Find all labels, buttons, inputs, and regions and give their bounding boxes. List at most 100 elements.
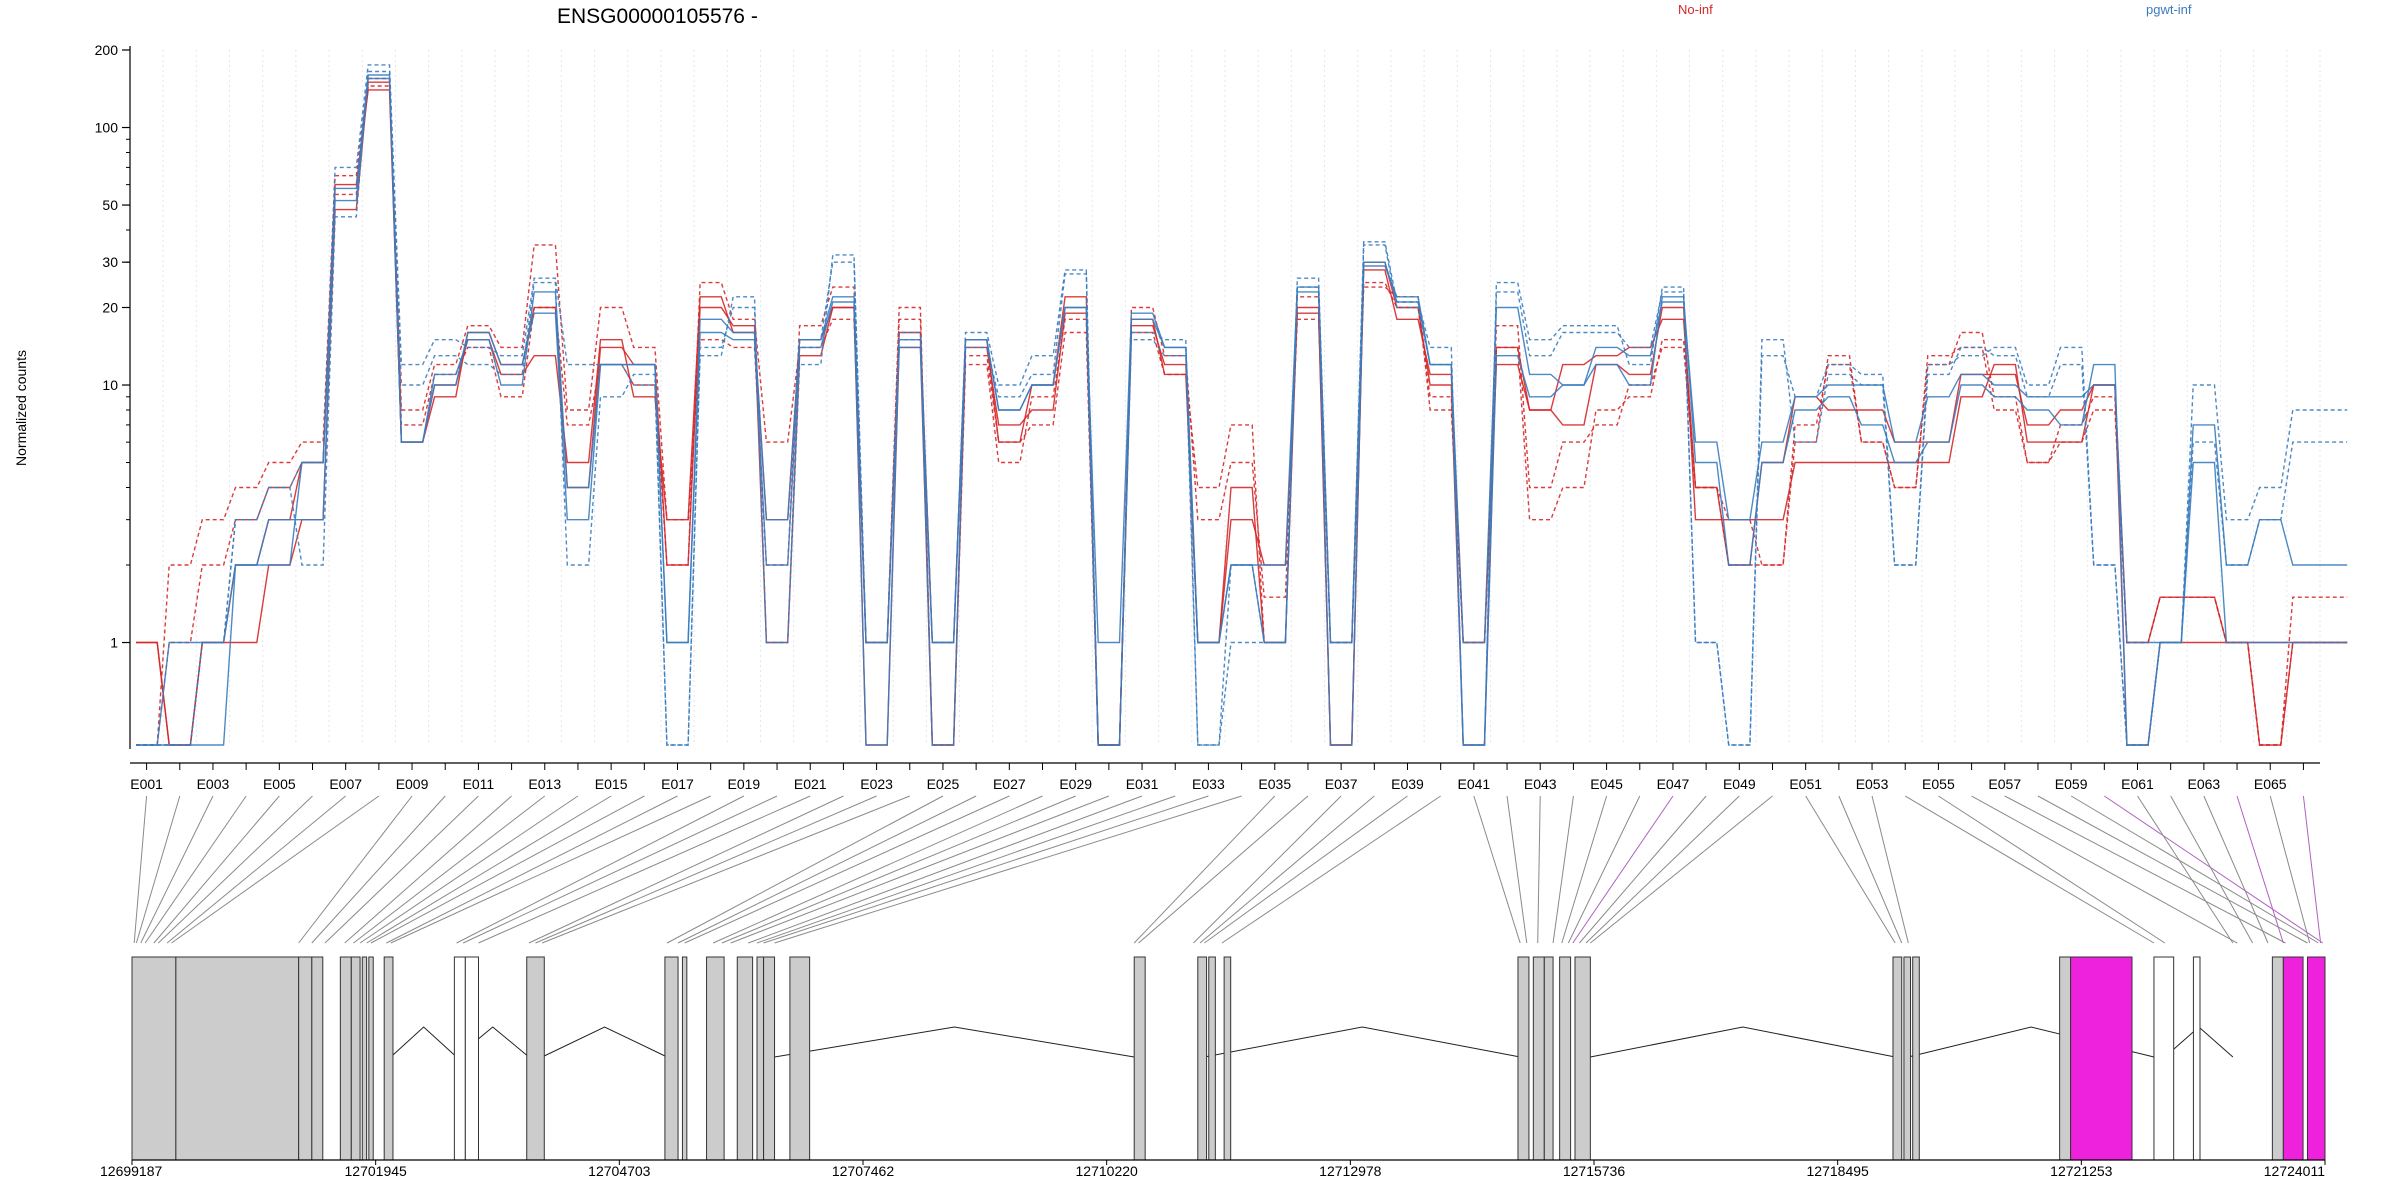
exon-label: E049 xyxy=(1723,776,1756,792)
connector-line xyxy=(712,795,1043,944)
connector-line xyxy=(1572,795,1674,944)
intron-line xyxy=(1204,1026,1521,1058)
connector-line xyxy=(1971,795,2238,944)
exon-label: E059 xyxy=(2055,776,2088,792)
exon-label: E031 xyxy=(1126,776,1159,792)
connector-line xyxy=(528,795,844,944)
connector-line xyxy=(2070,795,2319,944)
coord-label: 12699187 xyxy=(100,1163,163,1179)
connector-line xyxy=(135,795,181,944)
connector-line xyxy=(763,795,1209,944)
connector-line xyxy=(1585,795,1740,944)
exon-box xyxy=(706,956,725,1161)
connector-line xyxy=(1133,795,1276,944)
y-tick-label: 200 xyxy=(95,42,119,58)
connector-line xyxy=(730,795,1110,944)
y-axis-label: Normalized counts xyxy=(13,350,29,466)
connector-line xyxy=(1590,795,1773,944)
exon-label: E015 xyxy=(595,776,628,792)
exon-box xyxy=(2070,956,2133,1161)
connector-line xyxy=(462,795,778,944)
connector-line xyxy=(2170,795,2254,944)
connector-line xyxy=(386,795,678,944)
connector-line xyxy=(171,795,380,944)
series-lines xyxy=(136,64,2348,746)
series-line xyxy=(136,64,2348,746)
chart-title: ENSG00000105576 - xyxy=(557,5,758,28)
y-tick-label: 100 xyxy=(95,120,119,136)
connector-line xyxy=(1561,795,1608,944)
legend-no-inf: No-inf xyxy=(1678,2,1713,17)
connector-line xyxy=(153,795,280,944)
exon-label: E035 xyxy=(1258,776,1291,792)
exon-label: E063 xyxy=(2188,776,2221,792)
y-tick-label: 1 xyxy=(110,635,118,651)
exon-box xyxy=(664,956,679,1161)
connector-line xyxy=(456,795,745,944)
exon-label: E005 xyxy=(263,776,296,792)
vertical-grid xyxy=(129,50,2321,745)
connector-line xyxy=(1552,795,1574,944)
connector-line xyxy=(1506,795,1528,944)
exon-box xyxy=(1543,956,1554,1161)
connector-line xyxy=(2269,795,2311,944)
connector-line xyxy=(2037,795,2308,944)
exon-box xyxy=(1208,956,1216,1161)
exon-label: E027 xyxy=(993,776,1026,792)
coord-label: 12715736 xyxy=(1563,1163,1626,1179)
connector-line xyxy=(1221,795,1441,944)
connector-line xyxy=(1938,795,2166,944)
connector-line xyxy=(1193,795,1342,944)
exon-box xyxy=(763,956,776,1161)
connector-line xyxy=(1537,795,1541,944)
exon-label: E057 xyxy=(1988,776,2021,792)
exon-box xyxy=(298,956,313,1161)
exon-label: E017 xyxy=(661,776,694,792)
exon-box xyxy=(681,956,688,1161)
connector-line xyxy=(478,795,811,944)
coord-label: 12704703 xyxy=(588,1163,651,1179)
y-tick-label: 30 xyxy=(102,254,118,270)
exon-label: E001 xyxy=(130,776,163,792)
exon-box xyxy=(1559,956,1572,1161)
exon-box xyxy=(368,956,374,1161)
connector-line xyxy=(677,795,977,944)
exon-box xyxy=(131,956,177,1161)
exon-label: E037 xyxy=(1325,776,1358,792)
exon-label: E029 xyxy=(1059,776,1092,792)
series-line xyxy=(136,77,2348,746)
exon-box xyxy=(350,956,361,1161)
legend-pgwt-inf: pgwt-inf xyxy=(2146,2,2192,17)
coord-label: 12701945 xyxy=(345,1163,408,1179)
gene-model xyxy=(131,956,2326,1161)
exon-box xyxy=(1133,956,1146,1161)
connector-line xyxy=(1838,795,1903,944)
connector-line xyxy=(390,795,711,944)
exon-connector-lines xyxy=(133,795,2324,944)
connector-line xyxy=(366,795,612,944)
exon-label: E033 xyxy=(1192,776,1225,792)
connector-line xyxy=(535,795,877,944)
connector-line xyxy=(2137,795,2234,944)
connector-line xyxy=(298,795,413,944)
exon-box xyxy=(2306,956,2326,1161)
exon-box xyxy=(526,956,545,1161)
coord-label: 12710220 xyxy=(1076,1163,1139,1179)
connector-line xyxy=(1579,795,1707,944)
connector-line xyxy=(1204,795,1408,944)
coord-label: 12718495 xyxy=(1807,1163,1870,1179)
exon-box xyxy=(339,956,352,1161)
exon-box xyxy=(789,956,811,1161)
exon-label: E055 xyxy=(1922,776,1955,792)
connector-line xyxy=(1567,795,1641,944)
y-tick-label: 50 xyxy=(102,197,118,213)
exon-label: E061 xyxy=(2121,776,2154,792)
exon-label: E009 xyxy=(396,776,429,792)
intron-line xyxy=(1590,1026,1896,1058)
coord-label: 12712978 xyxy=(1319,1163,1382,1179)
exon-box xyxy=(1903,956,1912,1161)
exon-box xyxy=(453,956,466,1161)
exon-box xyxy=(1532,956,1545,1161)
exon-label: E011 xyxy=(463,776,495,792)
